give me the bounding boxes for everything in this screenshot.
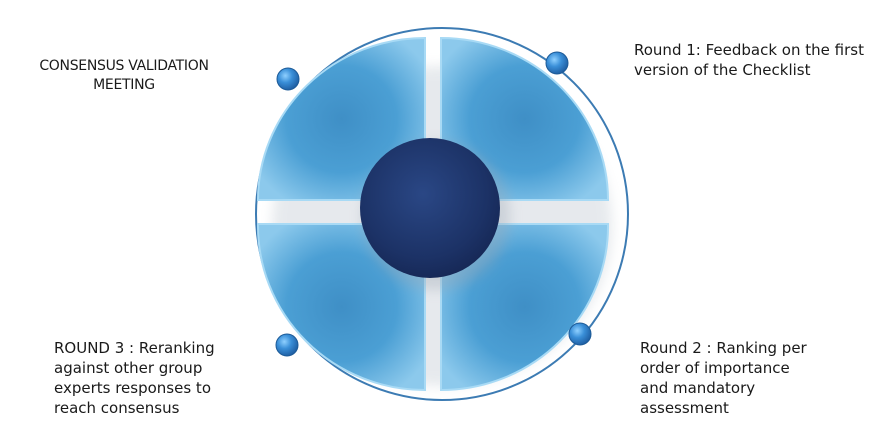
round3-line-3: experts responses to (54, 379, 211, 397)
round3-line-2: against other group (54, 359, 203, 377)
consensus-line-1: CONSENSUS VALIDATION (39, 58, 209, 74)
round3-line-1: ROUND 3 : Reranking (54, 339, 215, 357)
round1-line-1: Round 1: Feedback on the first (634, 41, 864, 59)
round1-label: Round 1: Feedback on the first version o… (634, 40, 864, 80)
bead-bottom-left (275, 333, 299, 357)
center-circle (360, 138, 500, 278)
consensus-line-2: MEETING (93, 77, 155, 93)
consensus-validation-label: CONSENSUS VALIDATION MEETING (14, 57, 234, 95)
round3-label: ROUND 3 : Reranking against other group … (54, 338, 215, 418)
round2-label: Round 2 : Ranking per order of importanc… (640, 338, 807, 418)
round3-line-4: reach consensus (54, 399, 180, 417)
outer-ring (255, 27, 629, 401)
round2-line-3: and mandatory (640, 379, 756, 397)
bead-top-right (545, 51, 569, 75)
round2-line-2: order of importance (640, 359, 790, 377)
round2-line-4: assessment (640, 399, 729, 417)
bead-top-left (276, 67, 300, 91)
round1-line-2: version of the Checklist (634, 61, 811, 79)
round2-line-1: Round 2 : Ranking per (640, 339, 807, 357)
bead-bottom-right (568, 322, 592, 346)
